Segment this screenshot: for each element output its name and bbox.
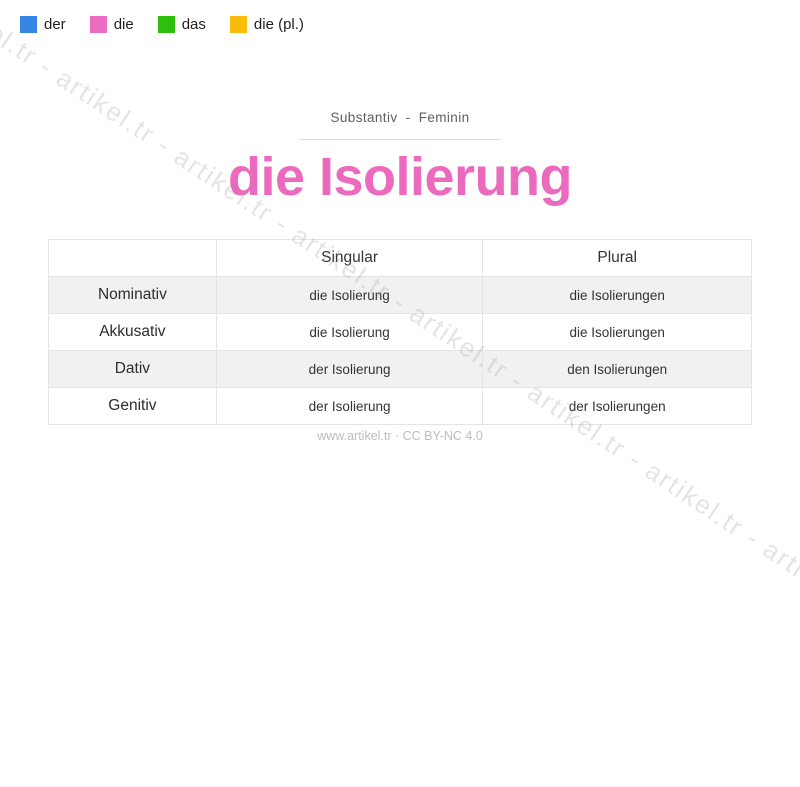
die-color-swatch [89, 16, 107, 33]
table-row-nominativ: Nominativ die Isolierung die Isolierunge… [48, 276, 752, 314]
legend-label-das: das [181, 16, 206, 33]
case-label: Dativ [48, 350, 217, 388]
table-header-row: Singular Plural [48, 239, 752, 277]
legend-label-die-plural: die (pl.) [253, 16, 304, 33]
singular-column-header: Singular [215, 239, 484, 277]
case-label: Genitiv [48, 387, 217, 425]
table-row-akkusativ: Akkusativ die Isolierung die Isolierunge… [48, 313, 752, 351]
word-category-label: Substantiv - Feminin [330, 110, 470, 125]
das-color-swatch [157, 16, 175, 33]
legend-label-der: der [44, 16, 66, 33]
declension-table: Singular Plural Nominativ die Isolierung… [48, 239, 752, 425]
plural-column-header: Plural [482, 239, 752, 277]
singular-value: der Isolierung [215, 387, 484, 425]
legend-item-die: die [89, 16, 134, 33]
case-label: Akkusativ [48, 313, 217, 351]
der-color-swatch [20, 16, 37, 33]
footer-credit: www.artikel.tr · CC BY-NC 4.0 [317, 429, 483, 443]
legend-label-die: die [113, 16, 134, 33]
legend-item-das: das [157, 16, 206, 33]
case-column-header [48, 239, 217, 277]
singular-value: der Isolierung [215, 350, 484, 388]
plural-value: die Isolierungen [482, 276, 752, 314]
singular-value: die Isolierung [215, 313, 484, 351]
legend-item-der: der [20, 16, 66, 33]
singular-value: die Isolierung [215, 276, 484, 314]
category-divider [299, 139, 501, 140]
article-legend: der die das die (pl.) [20, 16, 304, 33]
plural-value: die Isolierungen [482, 313, 752, 351]
table-row-dativ: Dativ der Isolierung den Isolierungen [48, 350, 752, 388]
declension-card: { "legend": { "items": [ { "label": "der… [0, 0, 800, 700]
die-plural-color-swatch [229, 16, 247, 33]
plural-value: den Isolierungen [482, 350, 752, 388]
page-title: die Isolierung [227, 147, 573, 207]
table-row-genitiv: Genitiv der Isolierung der Isolierungen [48, 387, 752, 425]
plural-value: der Isolierungen [482, 387, 752, 425]
case-label: Nominativ [48, 276, 217, 314]
legend-item-die-plural: die (pl.) [229, 16, 304, 33]
